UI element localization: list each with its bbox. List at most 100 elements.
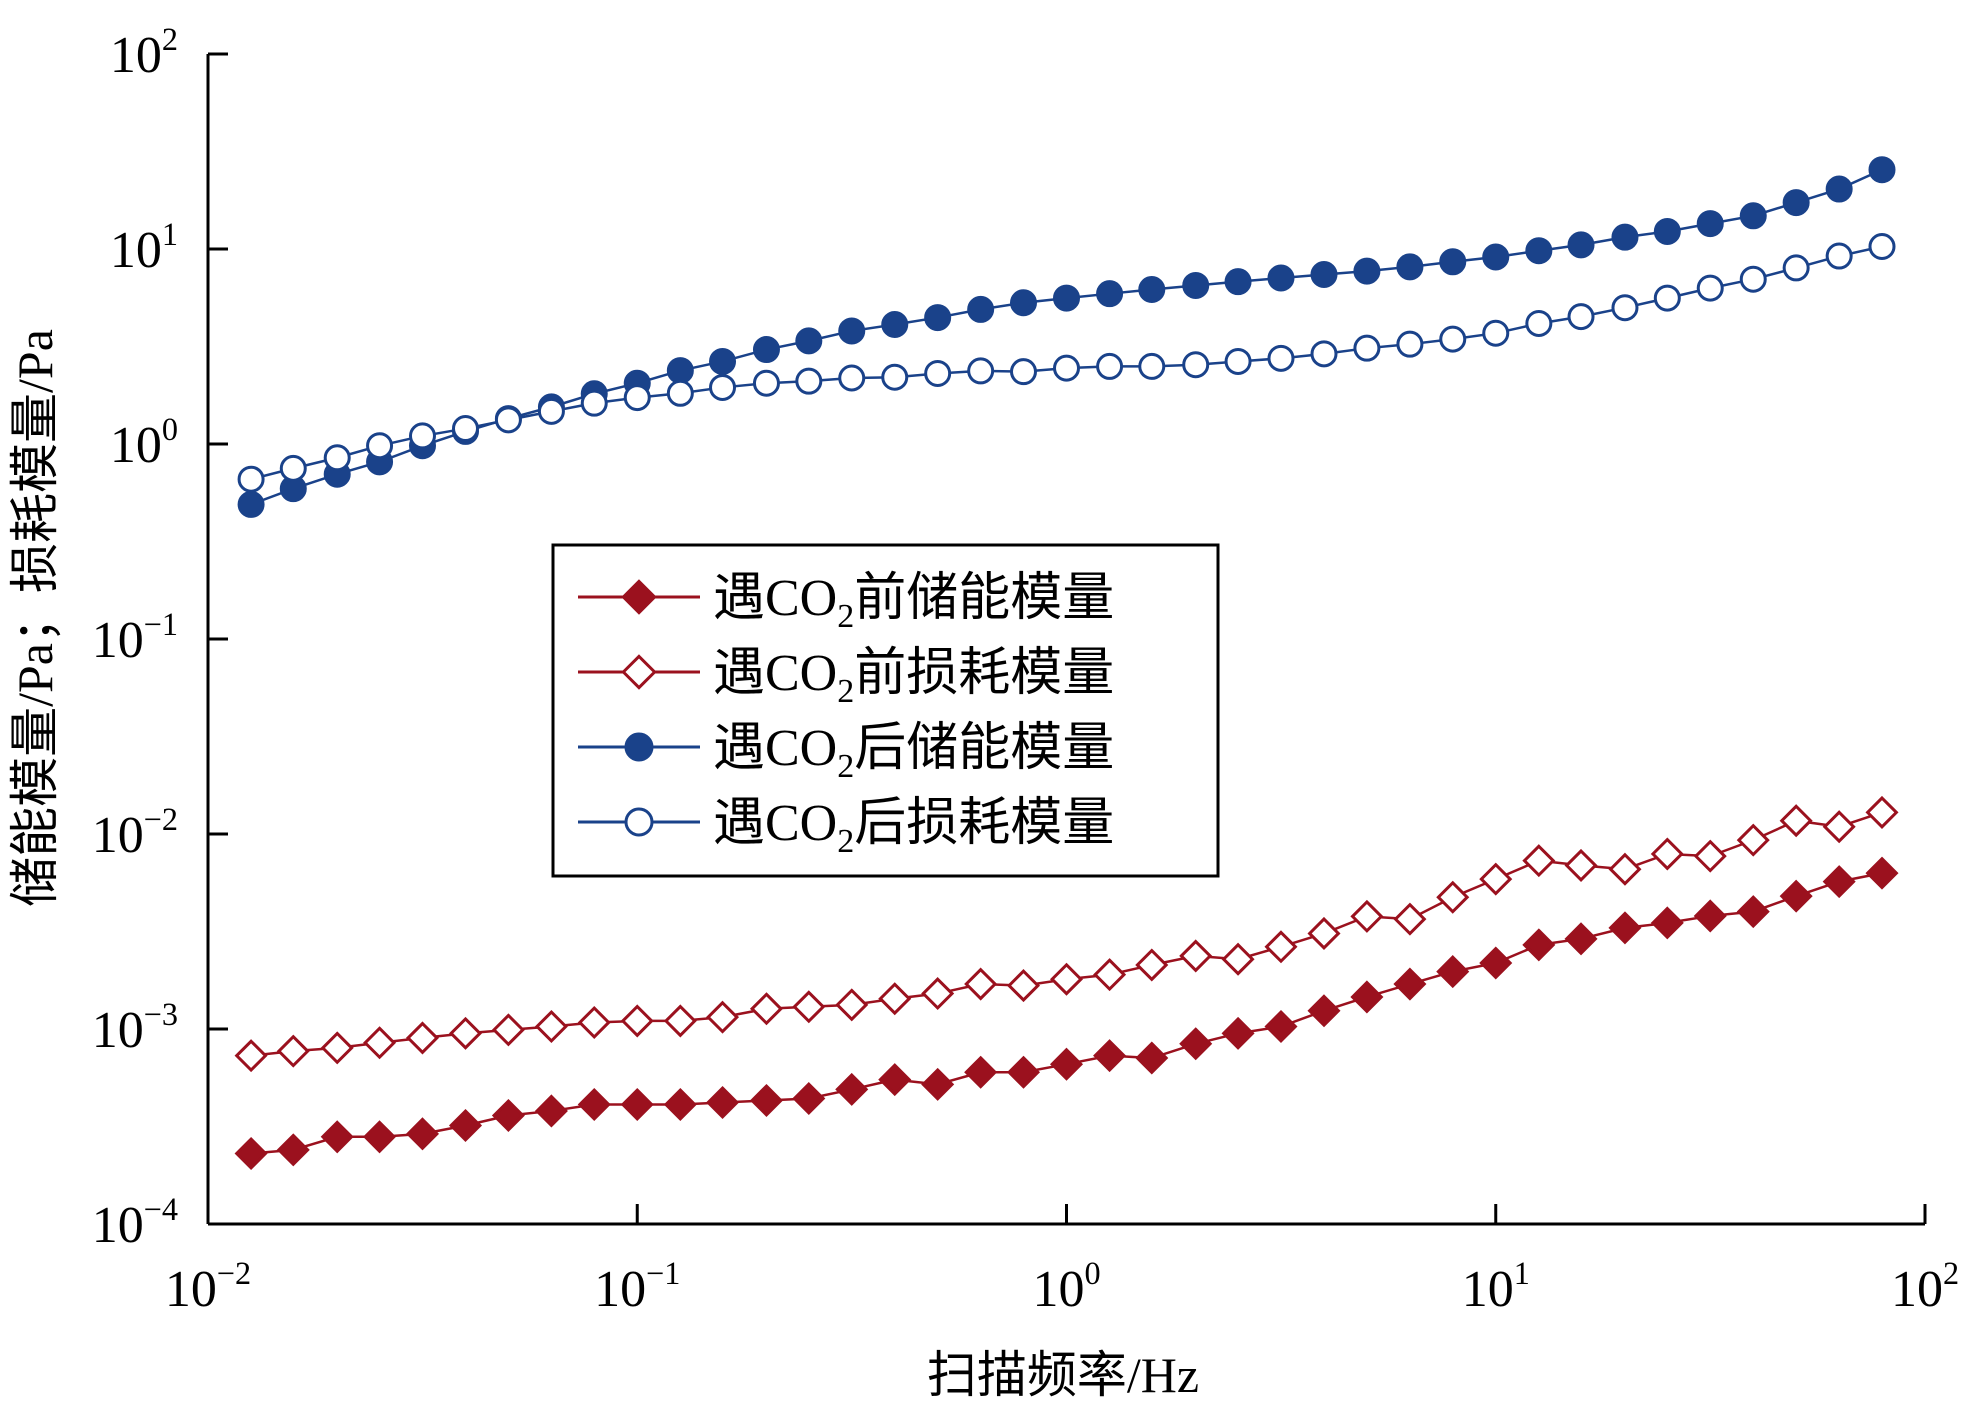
data-point <box>1396 330 1424 358</box>
data-point <box>624 807 654 837</box>
data-point <box>1093 958 1127 992</box>
data-point <box>1482 319 1510 347</box>
data-point <box>620 1087 654 1122</box>
data-point <box>795 367 823 395</box>
data-point <box>448 1016 483 1050</box>
data-point <box>621 654 657 690</box>
data-point <box>1782 189 1810 217</box>
data-point <box>1096 280 1124 308</box>
y-tick-label: 10−1 <box>92 606 178 669</box>
x-tick-label: 100 <box>1032 1255 1100 1318</box>
y-axis-label: 储能模量/Pa；损耗模量/Pa <box>7 329 63 907</box>
data-point <box>320 1031 354 1065</box>
data-point <box>1264 930 1298 964</box>
data-point <box>1138 352 1166 380</box>
data-point <box>1739 202 1767 230</box>
data-point <box>924 304 952 332</box>
data-point <box>1739 265 1767 293</box>
data-point <box>494 406 522 434</box>
data-point <box>1479 862 1513 896</box>
series-3 <box>237 156 1896 518</box>
data-point <box>1822 865 1856 899</box>
data-point <box>1221 942 1255 976</box>
data-point <box>1310 260 1338 288</box>
data-point <box>881 311 909 339</box>
data-point <box>1353 334 1381 362</box>
data-point <box>1096 352 1124 380</box>
data-point <box>1138 275 1166 303</box>
data-point <box>1009 289 1037 317</box>
data-point <box>1267 264 1295 292</box>
data-point <box>624 732 654 762</box>
data-point <box>320 1120 354 1154</box>
data-point <box>1006 1055 1041 1089</box>
data-point <box>363 1026 397 1060</box>
data-point <box>1182 351 1210 379</box>
data-point <box>967 295 995 323</box>
data-point <box>1865 856 1899 890</box>
data-point <box>1135 1041 1169 1075</box>
data-point <box>1693 899 1727 933</box>
data-point <box>491 1013 525 1047</box>
data-point <box>279 454 307 482</box>
data-point <box>1608 852 1642 886</box>
data-point <box>964 1055 998 1089</box>
data-point <box>835 988 869 1022</box>
data-point <box>1868 232 1896 260</box>
y-tick-label: 100 <box>110 411 178 474</box>
x-tick-label: 102 <box>1891 1255 1959 1318</box>
data-point <box>663 1004 697 1038</box>
data-point <box>408 422 436 450</box>
data-point <box>577 1087 611 1122</box>
data-point <box>924 359 952 387</box>
data-point <box>1436 955 1470 989</box>
data-point <box>964 967 998 1001</box>
data-point <box>1608 911 1642 945</box>
data-point <box>1310 340 1338 368</box>
data-point <box>537 397 565 425</box>
x-tick-label: 10−1 <box>594 1255 680 1318</box>
data-point <box>577 1005 611 1040</box>
data-point <box>792 990 826 1024</box>
data-point <box>1307 916 1341 950</box>
data-point <box>1693 839 1727 873</box>
data-point <box>1525 237 1553 265</box>
data-point <box>1267 344 1295 372</box>
data-point <box>709 373 737 401</box>
plot-area <box>234 156 1899 1170</box>
data-point <box>1393 902 1427 936</box>
data-point <box>1782 254 1810 282</box>
data-point <box>878 982 912 1016</box>
data-point <box>1009 358 1037 386</box>
data-point <box>1135 948 1169 982</box>
data-point <box>1779 879 1813 913</box>
y-tick-label: 10−2 <box>92 801 178 864</box>
data-point <box>1396 253 1424 281</box>
series-1 <box>234 856 1899 1170</box>
data-point <box>1049 1047 1084 1081</box>
y-tick-label: 102 <box>110 21 178 84</box>
data-point <box>749 1083 783 1117</box>
data-point <box>1736 823 1770 857</box>
data-point <box>491 1098 525 1133</box>
data-point <box>1696 210 1724 238</box>
data-point <box>1522 844 1556 878</box>
y-tick-label: 10−3 <box>92 996 178 1059</box>
data-point <box>666 357 694 385</box>
data-point <box>1350 899 1384 933</box>
data-point <box>448 1108 483 1143</box>
data-point <box>1611 223 1639 251</box>
data-point <box>366 432 394 460</box>
data-point <box>1350 980 1384 1014</box>
data-point <box>1653 217 1681 245</box>
data-point <box>1650 906 1684 940</box>
data-point <box>1825 175 1853 203</box>
data-point <box>405 1021 440 1055</box>
data-point <box>752 369 780 397</box>
data-point <box>1865 795 1899 829</box>
data-point <box>623 384 651 412</box>
data-point <box>1221 1016 1255 1050</box>
data-point <box>1611 294 1639 322</box>
